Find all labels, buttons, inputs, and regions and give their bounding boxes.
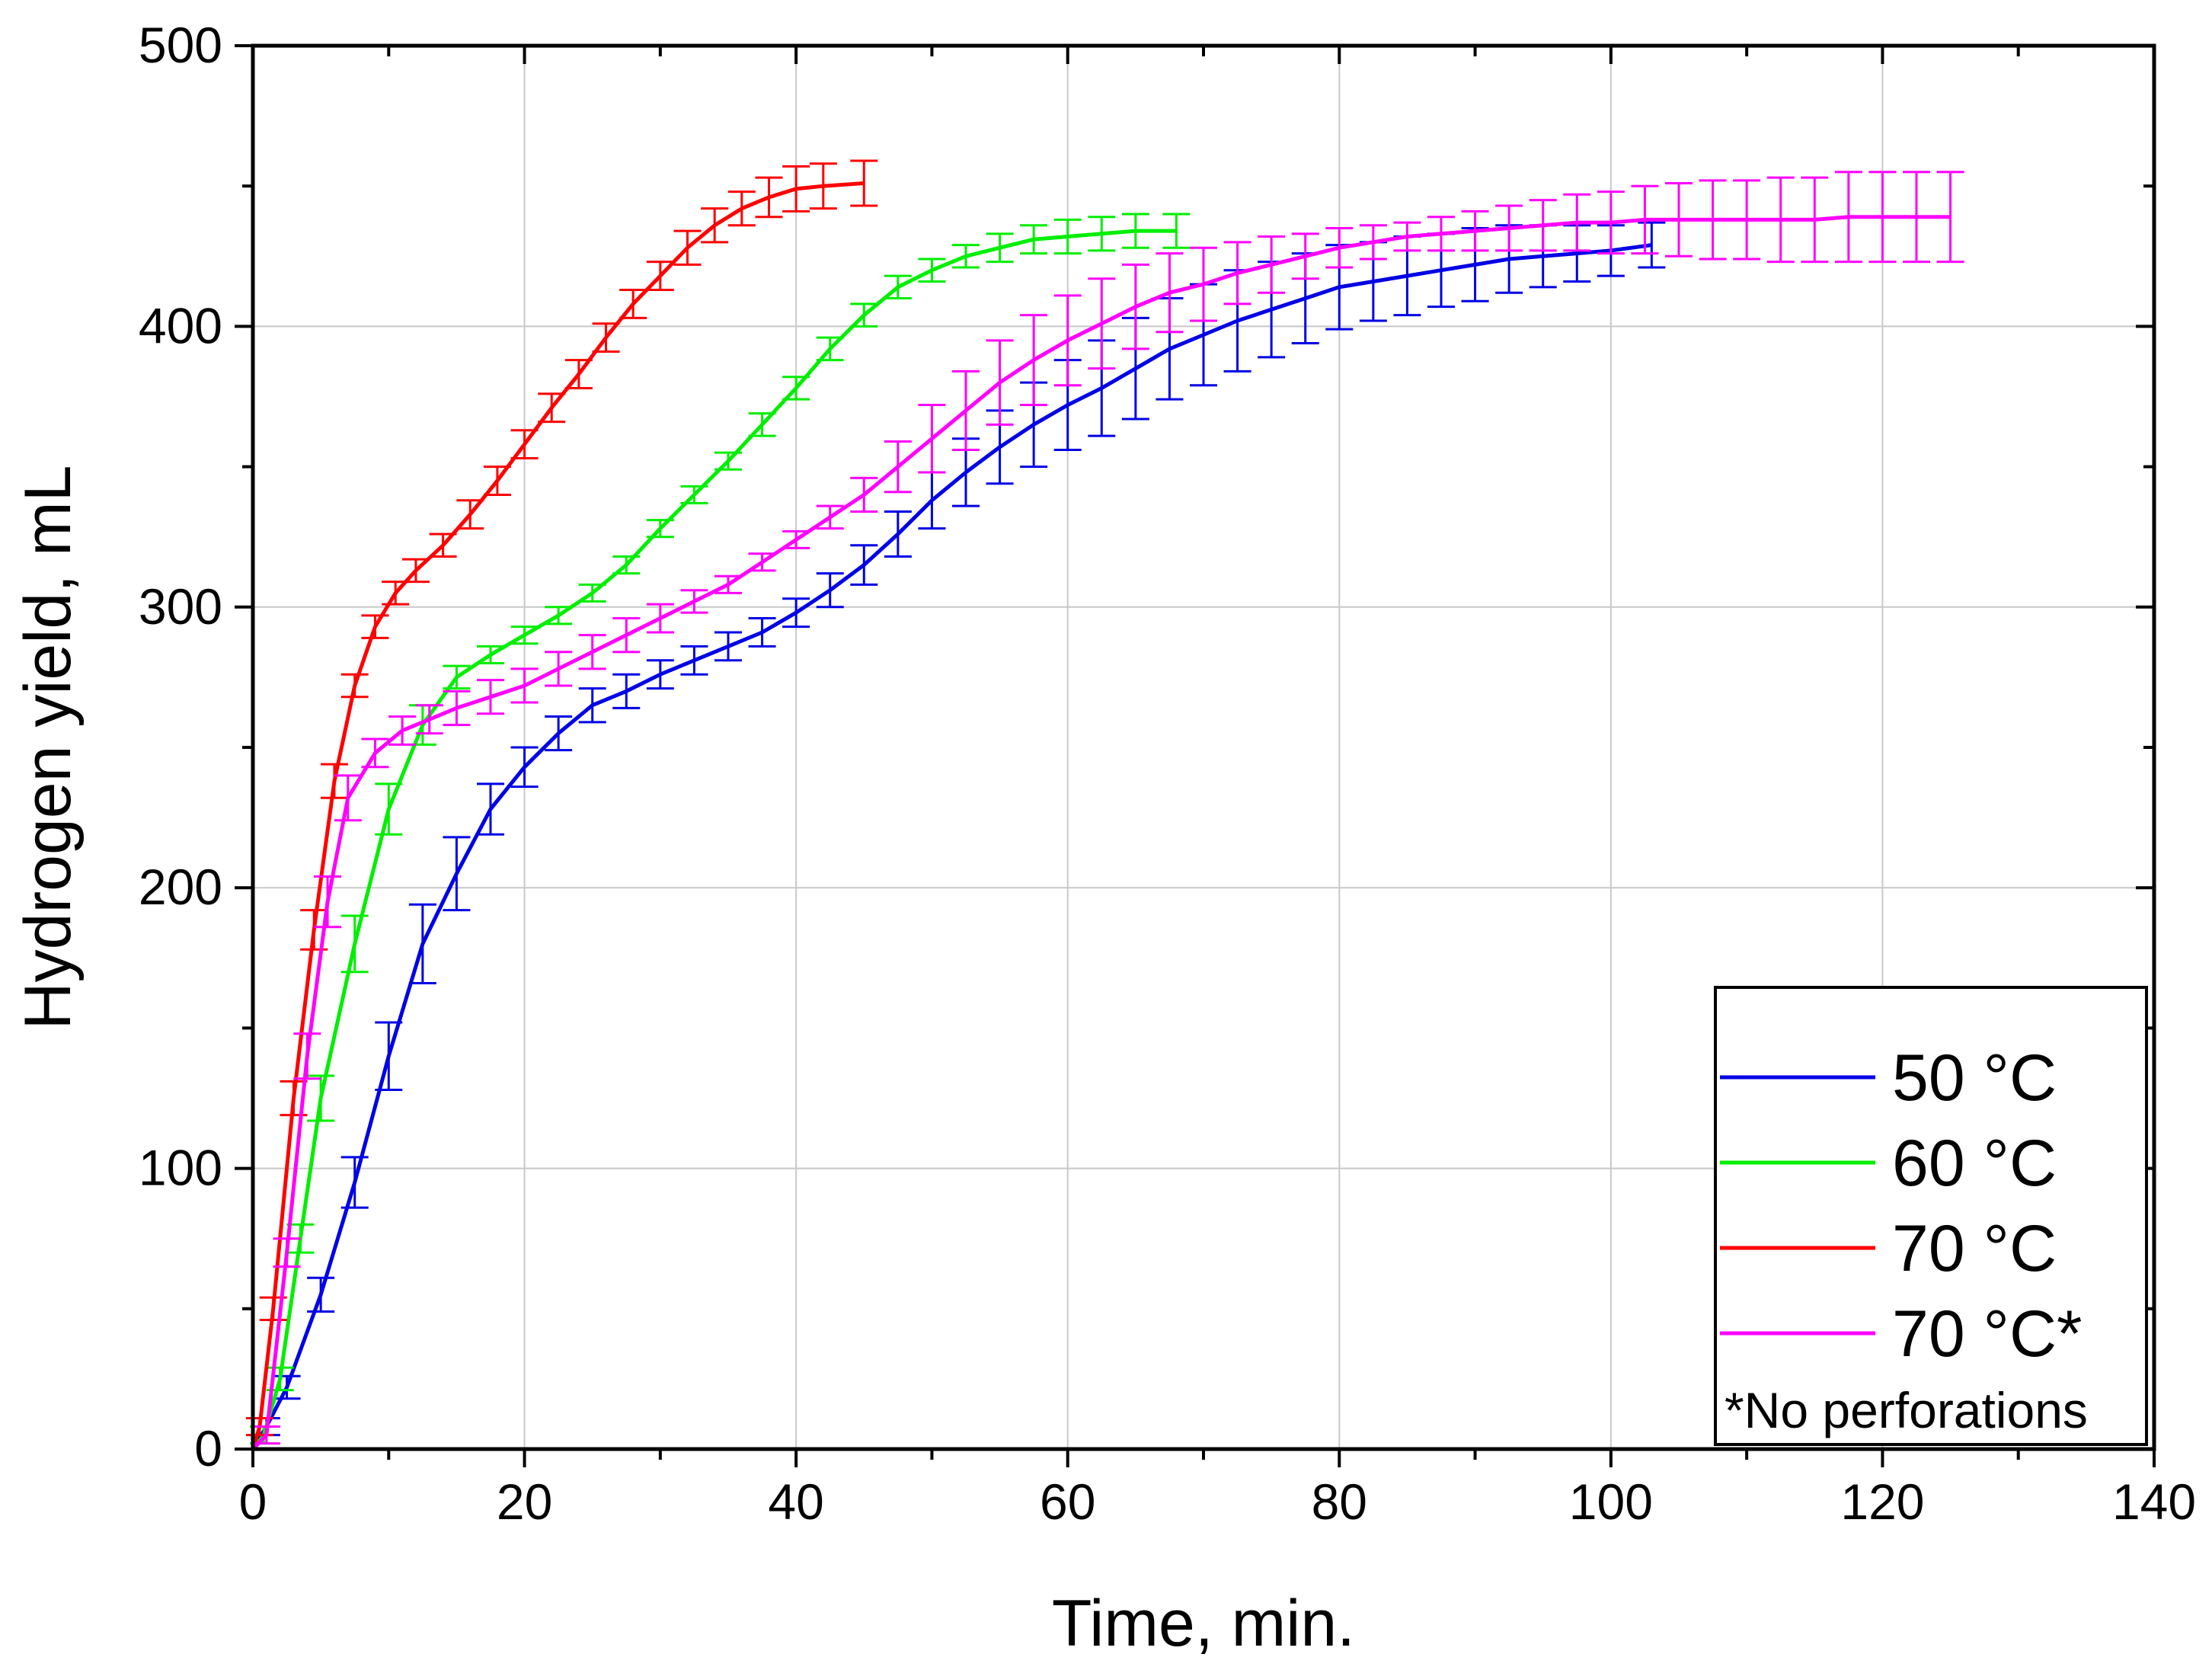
series-lines	[245, 159, 1964, 1451]
x-axis-label: Time, min.	[1052, 1587, 1355, 1660]
legend-label: 50 °C	[1892, 1041, 2057, 1115]
y-axis-label: Hydrogen yield, mL	[11, 465, 85, 1030]
legend-box	[1714, 986, 2148, 1446]
x-tick-label: 140	[2112, 1473, 2196, 1530]
legend-note: *No perforations	[1725, 1382, 2088, 1438]
legend-item: 60 °C	[1720, 1127, 2057, 1200]
y-tick-label: 100	[139, 1140, 222, 1196]
axis-ticks	[235, 44, 2156, 1467]
tick-labels: 0 20 40 60 80 100 120 140 0 100 200 300 400 500	[139, 17, 2196, 1530]
legend-label: 60 °C	[1892, 1127, 2057, 1200]
x-tick-label: 20	[497, 1473, 552, 1530]
series-line	[251, 243, 1652, 1451]
series-60-c	[250, 213, 1191, 1451]
x-tick-label: 0	[239, 1473, 267, 1530]
series-70-c	[251, 171, 1964, 1451]
grid-lines	[253, 46, 2154, 1449]
y-tick-label: 300	[139, 578, 222, 635]
legend-item: 70 °C	[1720, 1212, 2057, 1285]
x-tick-label: 120	[1840, 1473, 1924, 1530]
series-70-c	[245, 159, 878, 1450]
x-tick-label: 60	[1040, 1473, 1095, 1530]
series-50-c	[251, 221, 1666, 1451]
x-tick-label: 80	[1312, 1473, 1367, 1530]
legend: 50 °C 60 °C 70 °C 70 °C* *No perforations	[1714, 986, 2148, 1446]
y-tick-label: 500	[139, 17, 222, 73]
legend-label: 70 °C*	[1892, 1297, 2083, 1371]
y-tick-label: 200	[139, 859, 222, 915]
y-tick-label: 400	[139, 297, 222, 354]
series-line	[251, 229, 1177, 1451]
x-tick-label: 40	[768, 1473, 823, 1530]
series-line	[251, 215, 1951, 1451]
series-line	[251, 181, 865, 1450]
legend-entries: 50 °C 60 °C 70 °C 70 °C*	[1720, 1041, 2083, 1371]
legend-item: 70 °C*	[1720, 1297, 2083, 1371]
legend-label: 70 °C	[1892, 1212, 2057, 1285]
x-tick-label: 100	[1569, 1473, 1653, 1530]
y-tick-label: 0	[194, 1420, 222, 1476]
legend-item: 50 °C	[1720, 1041, 2057, 1115]
